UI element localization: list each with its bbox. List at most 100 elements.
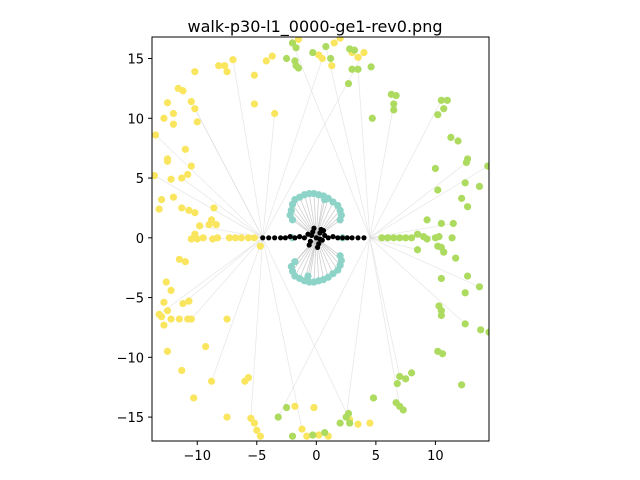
data-point-green [309, 48, 317, 57]
edge-line [155, 134, 264, 239]
data-point-green [462, 158, 470, 167]
data-point-green [437, 274, 445, 283]
edge-line [313, 237, 317, 283]
edge-line [292, 42, 371, 238]
data-point-green [440, 248, 448, 256]
data-point-black [330, 234, 336, 240]
data-point-yellow [210, 204, 218, 212]
y-tick-label: 15 [127, 53, 144, 68]
data-point-green [458, 381, 466, 389]
data-point-black [317, 236, 323, 242]
data-point-green [484, 162, 489, 170]
data-point-green [477, 326, 485, 334]
data-point-yellow [250, 100, 259, 108]
data-point-yellow [303, 432, 311, 440]
data-point-yellow [256, 242, 264, 250]
data-point-black [282, 235, 288, 241]
data-point-yellow [231, 234, 239, 242]
data-point-yellow [191, 68, 199, 76]
data-point-teal [291, 258, 299, 266]
edge-line [369, 162, 467, 239]
point-layer [152, 37, 489, 440]
data-point-black [355, 235, 361, 241]
data-point-yellow [191, 105, 199, 113]
data-point-yellow [193, 118, 201, 126]
y-tick-label: 10 [127, 112, 144, 127]
data-point-green [399, 406, 407, 414]
data-point-black [335, 235, 341, 241]
edge-line [154, 175, 263, 239]
edge-line [315, 194, 320, 238]
data-point-green [369, 394, 378, 402]
data-point-black [260, 235, 266, 241]
edge-line [262, 237, 303, 430]
edge-layer [154, 42, 489, 430]
data-point-yellow [196, 222, 204, 230]
data-point-green [434, 186, 442, 194]
edge-line [369, 237, 480, 288]
data-point-yellow [318, 54, 326, 63]
data-point-green [402, 234, 410, 242]
data-point-yellow [212, 221, 220, 229]
data-point-black [314, 244, 321, 250]
edge-line [194, 108, 264, 238]
data-point-green [463, 272, 472, 280]
edge-line [158, 237, 263, 315]
data-point-black [344, 235, 350, 241]
data-point-green [461, 320, 469, 328]
y-axis: −15 −10 −5 0 5 10 15 [117, 53, 152, 426]
data-point-yellow [181, 258, 189, 266]
data-point-yellow [187, 235, 195, 243]
edge-line [315, 199, 326, 238]
data-point-green [475, 283, 484, 291]
data-point-black [266, 235, 272, 241]
data-point-green [463, 203, 472, 211]
data-point-yellow [268, 52, 276, 60]
x-tick-label: 0 [312, 449, 320, 464]
data-point-yellow [298, 425, 306, 433]
data-point-green [350, 46, 359, 54]
edge-line [262, 237, 351, 420]
data-point-green [452, 254, 460, 262]
data-point-teal [304, 272, 312, 280]
data-point-yellow [223, 413, 231, 421]
x-axis: −10 −5 0 5 10 [184, 441, 444, 464]
data-point-teal [336, 216, 344, 224]
data-point-green [402, 375, 410, 383]
data-point-green [346, 419, 354, 427]
data-point-yellow [167, 286, 175, 294]
data-point-teal [288, 216, 297, 224]
data-point-yellow [328, 62, 336, 70]
y-tick-label: −5 [125, 292, 144, 307]
data-point-yellow [181, 145, 189, 153]
data-point-yellow [179, 299, 187, 308]
data-point-green [447, 133, 455, 142]
data-point-green [327, 54, 335, 63]
data-point-yellow [163, 347, 172, 355]
data-point-green [344, 80, 353, 88]
data-point-green [336, 419, 344, 427]
data-point-yellow [152, 172, 158, 180]
data-point-green [393, 380, 401, 388]
data-point-green [431, 164, 440, 173]
data-point-yellow [221, 62, 229, 70]
data-point-green [423, 216, 431, 224]
data-point-green [461, 289, 469, 297]
data-point-green [475, 182, 484, 191]
data-point-green [390, 106, 398, 114]
data-point-green [368, 114, 376, 122]
data-point-green [354, 65, 362, 73]
data-point-teal [321, 195, 329, 204]
data-point-yellow [199, 234, 207, 242]
data-point-black [339, 235, 346, 241]
chart-title: walk-p30-l1_0000-ge1-rev0.png [188, 17, 443, 37]
data-point-yellow [336, 37, 344, 42]
data-point-green [407, 369, 416, 377]
data-point-yellow [163, 157, 172, 165]
data-point-green [322, 42, 330, 51]
data-point-yellow [256, 432, 264, 440]
data-point-yellow [271, 109, 279, 118]
edge-line [345, 237, 371, 418]
data-point-black [320, 228, 327, 234]
data-point-green [413, 230, 422, 238]
